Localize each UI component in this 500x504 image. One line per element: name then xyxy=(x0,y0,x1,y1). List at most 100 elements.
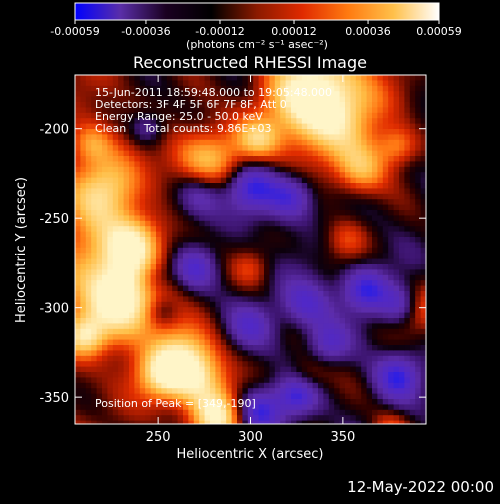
heatmap-cell xyxy=(274,377,281,384)
heatmap-cell xyxy=(366,334,373,341)
heatmap-cell xyxy=(85,285,92,292)
heatmap-cell xyxy=(291,177,297,184)
heatmap-cell xyxy=(172,280,179,287)
heatmap-cell xyxy=(102,296,108,303)
heatmap-cell xyxy=(166,75,173,81)
heatmap-cell xyxy=(96,183,103,189)
heatmap-cell xyxy=(323,188,330,195)
heatmap-cell xyxy=(274,328,281,335)
heatmap-cell xyxy=(366,301,373,308)
heatmap-cell xyxy=(426,345,432,351)
heatmap-cell xyxy=(112,85,119,92)
heatmap-cell xyxy=(75,339,81,346)
heatmap-cell xyxy=(274,80,281,87)
heatmap-cell xyxy=(258,409,265,416)
heatmap-cell xyxy=(150,307,157,314)
heatmap-cell xyxy=(129,145,135,152)
heatmap-cell xyxy=(85,328,92,335)
heatmap-cell xyxy=(188,372,195,378)
heatmap-cell xyxy=(231,323,238,330)
heatmap-cell xyxy=(215,258,222,265)
heatmap-cell xyxy=(301,112,308,119)
heatmap-cell xyxy=(145,112,152,119)
heatmap-cell xyxy=(372,399,378,405)
heatmap-cell xyxy=(312,415,319,422)
heatmap-cell xyxy=(188,339,195,346)
heatmap-cell xyxy=(291,339,297,346)
heatmap-cell xyxy=(420,350,426,357)
heatmap-cell xyxy=(193,377,200,384)
heatmap-cell xyxy=(291,161,297,168)
heatmap-cell xyxy=(172,145,179,152)
heatmap-cell xyxy=(102,404,108,411)
heatmap-cell xyxy=(199,312,206,319)
heatmap-cell xyxy=(129,328,135,335)
heatmap-cell xyxy=(253,291,260,297)
heatmap-cell xyxy=(307,193,314,200)
heatmap-cell xyxy=(350,199,357,206)
heatmap-cell xyxy=(328,75,335,81)
heatmap-cell xyxy=(264,296,270,303)
heatmap-cell xyxy=(312,269,319,276)
heatmap-cell xyxy=(409,156,416,162)
heatmap-cell xyxy=(177,123,184,130)
heatmap-cell xyxy=(426,253,432,259)
heatmap-cell xyxy=(274,274,281,281)
heatmap-cell xyxy=(334,188,341,195)
heatmap-cell xyxy=(415,318,422,324)
heatmap-cell xyxy=(285,161,292,168)
heatmap-cell xyxy=(226,393,233,400)
heatmap-cell xyxy=(156,377,162,384)
heatmap-cell xyxy=(323,274,330,281)
heatmap-cell xyxy=(388,112,395,119)
heatmap-cell xyxy=(237,312,243,319)
heatmap-cell xyxy=(204,188,211,195)
heatmap-cell xyxy=(350,220,357,227)
heatmap-cell xyxy=(139,345,146,351)
heatmap-cell xyxy=(85,161,92,168)
heatmap-cell xyxy=(150,361,157,368)
heatmap-cell xyxy=(264,75,270,81)
heatmap-cell xyxy=(166,247,173,254)
heatmap-cell xyxy=(280,231,287,238)
heatmap-cell xyxy=(269,199,276,206)
annotation-block: 15-Jun-2011 18:59:48.000 to 19:05:48.000… xyxy=(95,86,332,135)
heatmap-cell xyxy=(415,193,422,200)
heatmap-cell xyxy=(118,134,125,141)
heatmap-cell xyxy=(264,393,270,400)
heatmap-cell xyxy=(328,204,335,211)
heatmap-cell xyxy=(328,85,335,92)
heatmap-cell xyxy=(323,85,330,92)
heatmap-cell xyxy=(156,274,162,281)
heatmap-cell xyxy=(307,204,314,211)
heatmap-cell xyxy=(237,345,243,351)
heatmap-cell xyxy=(172,242,179,249)
heatmap-cell xyxy=(269,307,276,314)
heatmap-cell xyxy=(112,334,119,341)
heatmap-cell xyxy=(226,102,233,108)
heatmap-cell xyxy=(264,226,270,233)
heatmap-cell xyxy=(242,253,249,260)
heatmap-cell xyxy=(269,323,276,330)
heatmap-cell xyxy=(269,415,276,422)
heatmap-cell xyxy=(328,183,335,189)
heatmap-cell xyxy=(210,264,216,270)
heatmap-cell xyxy=(285,301,292,308)
heatmap-cell xyxy=(382,193,389,200)
heatmap-cell xyxy=(247,258,254,265)
heatmap-cell xyxy=(361,75,368,81)
heatmap-cell xyxy=(96,80,103,87)
heatmap-cell xyxy=(318,75,324,81)
heatmap-cell xyxy=(85,85,92,92)
heatmap-cell xyxy=(291,242,297,249)
heatmap-cell xyxy=(183,377,189,384)
heatmap-cell xyxy=(334,145,341,152)
heatmap-cell xyxy=(345,161,351,168)
heatmap-cell xyxy=(215,291,222,297)
heatmap-cell xyxy=(226,382,233,389)
heatmap-cell xyxy=(393,258,400,265)
heatmap-cell xyxy=(382,361,389,368)
heatmap-cell xyxy=(409,134,416,141)
heatmap-cell xyxy=(345,355,351,362)
heatmap-cell xyxy=(334,264,341,270)
